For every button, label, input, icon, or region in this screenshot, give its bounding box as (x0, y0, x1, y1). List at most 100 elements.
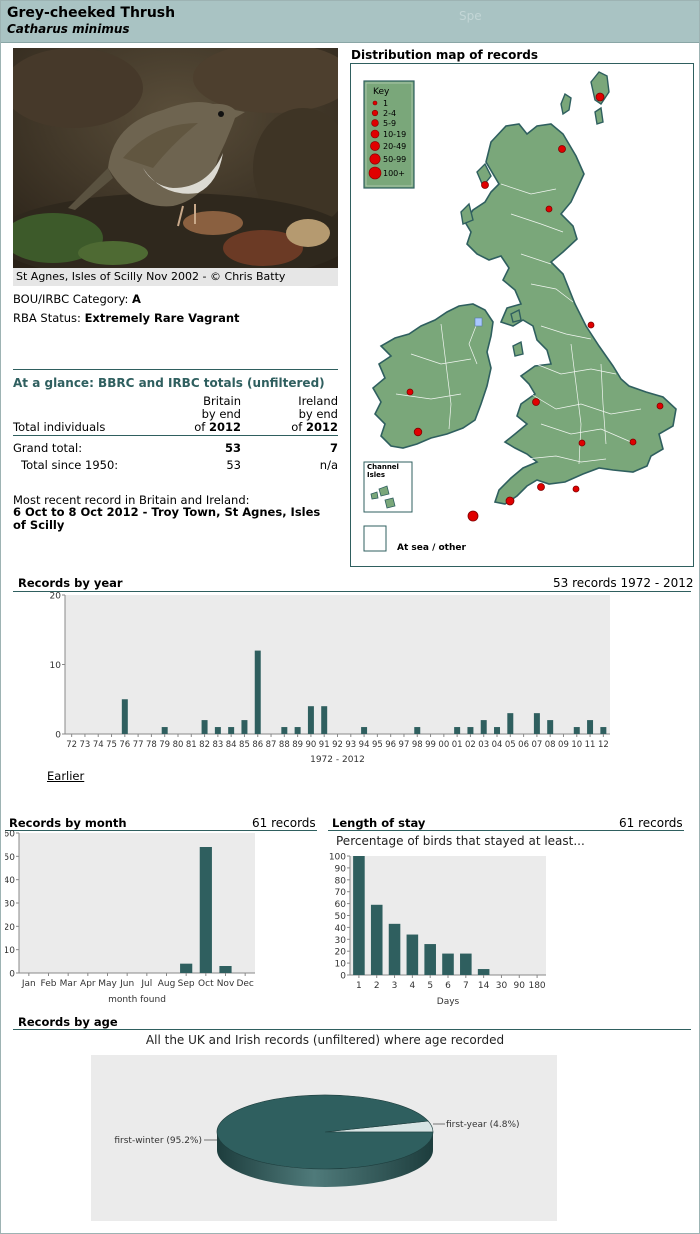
key-item-6: 50-99 (383, 155, 406, 164)
map-key: Key 1 2-4 5-9 10-19 20-49 50-99 (363, 80, 415, 189)
stay-section-rule (328, 830, 684, 831)
category-row: BOU/IRBC Category: A (13, 292, 141, 306)
species-scientific-name: Catharus minimus (7, 22, 130, 36)
bar-12 (600, 727, 607, 734)
y-tick-label: 60 (5, 830, 15, 840)
record-dots (406, 92, 664, 522)
bar-76 (121, 699, 128, 734)
glance-title: At a glance: BBRC and IRBC totals (unfil… (13, 369, 338, 390)
plot-area (65, 595, 610, 734)
x-tick-label: 30 (496, 981, 508, 991)
x-tick-label: 89 (292, 740, 303, 750)
x-tick-label: 91 (319, 740, 330, 750)
ireland-header-line2: by end (298, 407, 338, 421)
x-tick-label: 93 (345, 740, 356, 750)
x-tick-label: 07 (531, 740, 542, 750)
bar-84 (228, 727, 235, 734)
x-tick-label: Aug (158, 979, 176, 989)
y-tick-label: 0 (9, 970, 15, 980)
ireland-column-header: Ireland by end of 2012 (281, 395, 338, 434)
x-tick-label: 79 (159, 740, 170, 750)
x-tick-label: 180 (528, 981, 545, 991)
slice-label: first-winter (95.2%) (114, 1136, 202, 1146)
bar-1 (353, 856, 365, 975)
ireland-header-line1: Ireland (298, 394, 338, 408)
bar-5 (424, 944, 436, 975)
bar-89 (294, 727, 301, 734)
species-common-name: Grey-cheeked Thrush (7, 5, 176, 21)
x-tick-label: 99 (425, 740, 436, 750)
y-tick-label: 30 (5, 900, 15, 910)
y-tick-label: 40 (5, 876, 15, 886)
bird-photo (13, 48, 338, 268)
key-item-2: 2-4 (383, 109, 396, 118)
month-section-title: Records by month (9, 816, 127, 830)
x-tick-label: 76 (119, 740, 130, 750)
bar-04 (494, 727, 501, 734)
x-tick-label: Mar (60, 979, 77, 989)
since-1950-britain: 53 (226, 458, 241, 472)
y-tick-label: 40 (335, 924, 347, 934)
x-tick-label: 2 (374, 981, 380, 991)
bar-83 (214, 727, 221, 734)
x-tick-label: 88 (279, 740, 290, 750)
bar-4 (406, 934, 419, 975)
x-tick-label: 05 (505, 740, 516, 750)
rba-status-value: Extremely Rare Vagrant (84, 311, 240, 325)
y-tick-label: 20 (50, 592, 62, 602)
grand-total-britain: 53 (224, 441, 241, 455)
bar-98 (414, 727, 421, 734)
x-tick-label: May (98, 979, 117, 989)
y-tick-label: 90 (335, 864, 347, 874)
bar-88 (281, 727, 288, 734)
title-bar: Grey-cheeked Thrush Catharus minimus Spe (1, 1, 699, 43)
grand-total-label: Grand total: (13, 441, 83, 455)
x-tick-label: 12 (598, 740, 609, 750)
bar-02 (467, 727, 474, 734)
bar-Nov (219, 966, 232, 973)
since-1950-ireland: n/a (319, 458, 338, 472)
y-tick-label: 0 (340, 972, 346, 982)
bar-90 (307, 706, 314, 734)
x-tick-label: 92 (332, 740, 343, 750)
x-tick-label: 86 (252, 740, 263, 750)
y-tick-label: 30 (335, 936, 347, 946)
category-label: BOU/IRBC Category: (13, 292, 129, 306)
x-tick-label: 95 (372, 740, 383, 750)
x-tick-label: 04 (492, 740, 503, 750)
records-by-age-chart: All the UK and Irish records (unfiltered… (91, 1033, 557, 1221)
x-axis-label: month found (108, 995, 166, 1005)
x-tick-label: 81 (186, 740, 197, 750)
distribution-map[interactable]: Key 1 2-4 5-9 10-19 20-49 50-99 (350, 63, 694, 567)
x-tick-label: Feb (41, 979, 57, 989)
key-item-4: 10-19 (383, 130, 406, 139)
y-tick-label: 50 (335, 912, 347, 922)
x-tick-label: 10 (571, 740, 582, 750)
x-tick-label: 80 (173, 740, 184, 750)
stay-section-summary: 61 records (619, 816, 683, 830)
at-sea-box (363, 525, 387, 552)
britain-header-line2: by end (201, 407, 241, 421)
x-tick-label: 75 (106, 740, 117, 750)
rba-status-row: RBA Status: Extremely Rare Vagrant (13, 311, 240, 325)
since-1950-label: Total since 1950: (21, 458, 119, 472)
x-tick-label: 87 (266, 740, 277, 750)
rba-status-label: RBA Status: (13, 311, 81, 325)
records-by-month-chart: 0 10 20 30 40 50 60 Jan Feb Mar Apr May Jun Jul Aug Sep… (5, 830, 255, 1005)
channel-isles-inset: Channel Isles (363, 461, 413, 513)
x-tick-label: 90 (306, 740, 317, 750)
bar-10 (573, 727, 580, 734)
pie-slice (216, 1094, 434, 1170)
x-tick-label: 78 (146, 740, 157, 750)
at-sea-label: At sea / other (397, 543, 466, 553)
x-tick-label: Apr (80, 979, 96, 989)
bar-07 (533, 713, 540, 734)
x-tick-label: Oct (198, 979, 214, 989)
earlier-link[interactable]: Earlier (47, 769, 85, 783)
age-section-title: Records by age (18, 1015, 118, 1029)
britain-header-line3: of 2012 (194, 420, 241, 434)
x-tick-label: Sep (178, 979, 195, 989)
x-tick-label: 6 (445, 981, 451, 991)
y-tick-label: 20 (335, 948, 347, 958)
x-tick-label: Jul (140, 979, 152, 989)
